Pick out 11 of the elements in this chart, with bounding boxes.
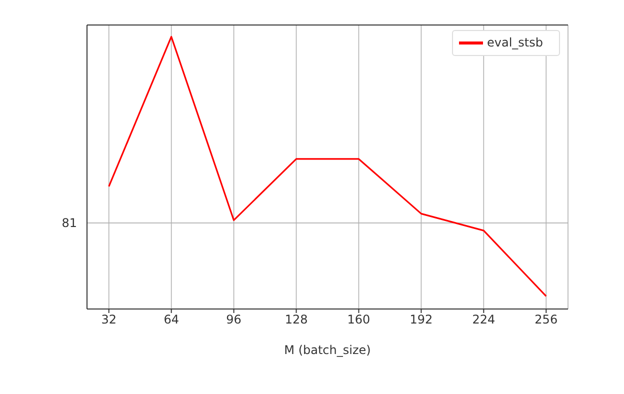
x-tick-label: 96 [226, 312, 242, 327]
x-tick-label: 224 [472, 312, 496, 327]
x-tick-label: 128 [284, 312, 308, 327]
x-tick-label: 32 [101, 312, 117, 327]
x-tick-label: 160 [347, 312, 370, 327]
legend-label: eval_stsb [487, 35, 543, 50]
x-axis-title: M (batch_size) [284, 343, 371, 357]
x-tick-label: 192 [410, 312, 433, 327]
x-tick-label: 64 [164, 312, 179, 327]
text: 81 [62, 216, 77, 230]
x-tick-label: 256 [534, 312, 558, 327]
